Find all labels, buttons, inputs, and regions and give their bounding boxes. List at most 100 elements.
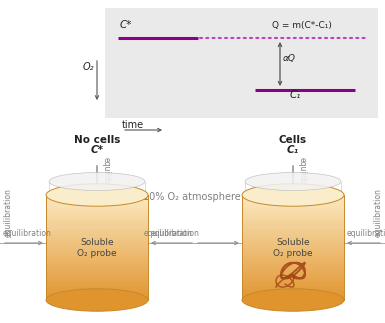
Polygon shape xyxy=(242,275,344,277)
Text: equilibration: equilibration xyxy=(298,157,307,206)
Polygon shape xyxy=(242,292,344,294)
Ellipse shape xyxy=(242,289,344,311)
Polygon shape xyxy=(242,268,344,271)
Polygon shape xyxy=(242,266,344,269)
Text: equilibration: equilibration xyxy=(373,189,383,237)
Polygon shape xyxy=(46,262,148,265)
Text: C*: C* xyxy=(90,145,104,155)
Polygon shape xyxy=(46,298,148,300)
Polygon shape xyxy=(46,214,148,216)
Text: C₁: C₁ xyxy=(287,145,299,155)
Polygon shape xyxy=(242,235,344,237)
Ellipse shape xyxy=(46,184,148,206)
Polygon shape xyxy=(46,268,148,271)
Polygon shape xyxy=(242,277,344,279)
Polygon shape xyxy=(46,212,148,214)
Text: equilibration: equilibration xyxy=(144,229,193,238)
Polygon shape xyxy=(46,281,148,284)
Polygon shape xyxy=(46,235,148,237)
Ellipse shape xyxy=(245,172,341,191)
Polygon shape xyxy=(46,201,148,204)
Polygon shape xyxy=(242,294,344,296)
Text: equilibration: equilibration xyxy=(151,229,200,238)
Polygon shape xyxy=(46,224,148,227)
Polygon shape xyxy=(242,201,344,204)
Polygon shape xyxy=(46,283,148,286)
Polygon shape xyxy=(46,294,148,296)
Polygon shape xyxy=(46,247,148,250)
Ellipse shape xyxy=(49,172,145,191)
Polygon shape xyxy=(46,277,148,279)
Text: C*: C* xyxy=(120,20,132,30)
Polygon shape xyxy=(46,241,148,244)
Polygon shape xyxy=(46,222,148,225)
Polygon shape xyxy=(242,279,344,282)
Polygon shape xyxy=(46,205,148,208)
Polygon shape xyxy=(46,197,148,200)
Polygon shape xyxy=(242,210,344,212)
Polygon shape xyxy=(46,226,148,229)
Polygon shape xyxy=(242,220,344,223)
Polygon shape xyxy=(46,216,148,219)
Polygon shape xyxy=(242,233,344,235)
Polygon shape xyxy=(46,296,148,298)
Polygon shape xyxy=(242,199,344,202)
Polygon shape xyxy=(46,203,148,206)
Polygon shape xyxy=(46,220,148,223)
Polygon shape xyxy=(46,264,148,267)
Ellipse shape xyxy=(46,289,148,311)
Polygon shape xyxy=(46,210,148,212)
Polygon shape xyxy=(46,266,148,269)
Polygon shape xyxy=(46,287,148,290)
Text: equilibration: equilibration xyxy=(3,189,12,237)
Polygon shape xyxy=(46,289,148,292)
Polygon shape xyxy=(46,254,148,256)
Polygon shape xyxy=(46,243,148,246)
Polygon shape xyxy=(242,289,344,292)
Polygon shape xyxy=(46,256,148,258)
Polygon shape xyxy=(242,287,344,290)
Polygon shape xyxy=(242,250,344,252)
Polygon shape xyxy=(46,245,148,248)
Polygon shape xyxy=(46,273,148,275)
Polygon shape xyxy=(46,208,148,210)
Polygon shape xyxy=(242,283,344,286)
Polygon shape xyxy=(242,264,344,267)
Polygon shape xyxy=(242,271,344,273)
Polygon shape xyxy=(242,203,344,206)
Polygon shape xyxy=(242,258,344,261)
Polygon shape xyxy=(242,226,344,229)
Polygon shape xyxy=(46,250,148,252)
Polygon shape xyxy=(46,239,148,242)
Polygon shape xyxy=(46,271,148,273)
Polygon shape xyxy=(242,212,344,214)
Text: C₁: C₁ xyxy=(290,90,301,100)
Polygon shape xyxy=(242,208,344,210)
Polygon shape xyxy=(242,252,344,254)
Text: equilibration: equilibration xyxy=(102,157,111,206)
Polygon shape xyxy=(46,279,148,282)
Polygon shape xyxy=(242,218,344,221)
Polygon shape xyxy=(242,214,344,216)
Polygon shape xyxy=(46,233,148,235)
Text: αQ: αQ xyxy=(283,54,296,63)
Polygon shape xyxy=(46,199,148,202)
Polygon shape xyxy=(242,229,344,231)
Text: No cells: No cells xyxy=(74,135,120,145)
Polygon shape xyxy=(46,258,148,261)
Polygon shape xyxy=(242,247,344,250)
Polygon shape xyxy=(242,241,344,244)
Polygon shape xyxy=(242,260,344,263)
Polygon shape xyxy=(242,195,344,198)
Text: Soluble
O₂ probe: Soluble O₂ probe xyxy=(77,238,117,258)
Polygon shape xyxy=(242,243,344,246)
Polygon shape xyxy=(46,292,148,294)
Polygon shape xyxy=(46,260,148,263)
Polygon shape xyxy=(46,275,148,277)
Polygon shape xyxy=(242,239,344,242)
Polygon shape xyxy=(46,231,148,233)
Polygon shape xyxy=(242,254,344,256)
Polygon shape xyxy=(242,224,344,227)
Text: time: time xyxy=(122,120,144,130)
Polygon shape xyxy=(46,252,148,254)
